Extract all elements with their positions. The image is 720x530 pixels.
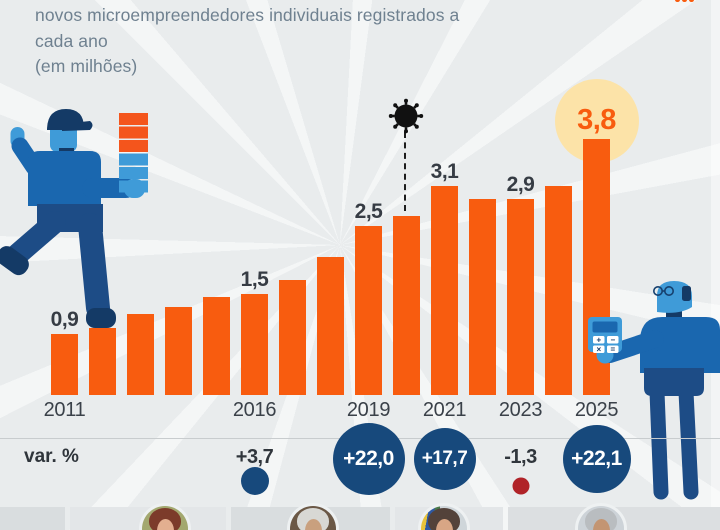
x-tick-2019: 2019 [346,399,391,421]
president-photo-4 [574,503,627,530]
bar-2016 [241,293,268,395]
bar-value-label-2023: 2,9 [506,173,535,197]
variation-circle-2019: +22,0 [332,423,405,495]
variation-circle-2021: +17,7 [413,428,476,490]
title-line-2: cada ano [35,30,108,51]
bar-2023 [507,199,534,395]
coronavirus-icon [388,98,424,134]
robot-illustration: + − × = [588,281,720,500]
variation-circle-2025: +22,1 [562,425,631,493]
variation-text-2023: -1,3 [504,446,537,468]
variation-row-label: var. % [24,446,79,467]
bar-2017 [279,280,306,395]
svg-text:+: + [596,336,601,345]
bar-2024 [545,185,572,395]
glasses-icon [653,285,675,296]
bar-value-label-2011: 0,9 [50,308,79,332]
bar-value-label-2016: 1,5 [240,267,269,291]
bar-2021 [431,185,458,395]
president-photo-1 [138,503,191,530]
x-tick-2011: 2011 [43,399,86,421]
x-tick-2023: 2023 [498,399,543,421]
variation-dot-2016 [240,467,269,495]
bar-2018 [317,256,344,395]
bar-2022 [469,199,496,395]
bar-value-label-2025: 3,8 [577,103,616,136]
bar-2019 [355,226,382,395]
president-photo-3 [418,503,470,530]
background-edge-band [711,0,720,530]
variation-dot-2023 [512,477,529,495]
x-tick-2016: 2016 [232,399,277,421]
president-photo-2 [287,503,339,530]
ellipsis-menu-icon[interactable] [675,0,694,2]
svg-text:=: = [610,345,615,354]
package-stack-icon [119,113,148,193]
x-tick-2025: 2025 [574,399,619,421]
bar-2015 [203,297,230,395]
bar-2012 [89,327,116,395]
variation-text-2016: +3,7 [235,446,274,468]
calculator-icon: + − × = [588,317,622,354]
bar-2020 [393,216,420,395]
title-line-1: novos microempreendedores individuais re… [35,5,460,25]
bar-2013 [127,314,154,395]
svg-text:×: × [596,345,601,354]
bar-2011 [51,334,78,395]
bar-value-label-2021: 3,1 [430,159,459,183]
courier-illustration [0,109,148,328]
covid-pointer-line [404,132,406,211]
x-tick-2021: 2021 [422,399,467,421]
svg-text:−: − [610,336,615,345]
bar-2014 [165,307,192,395]
title-line-3: (em milhões) [35,56,138,76]
bar-value-label-2019: 2,5 [354,200,383,224]
band-column-0 [0,507,65,530]
chart-title: novos microempreendedores individuais re… [35,3,635,80]
